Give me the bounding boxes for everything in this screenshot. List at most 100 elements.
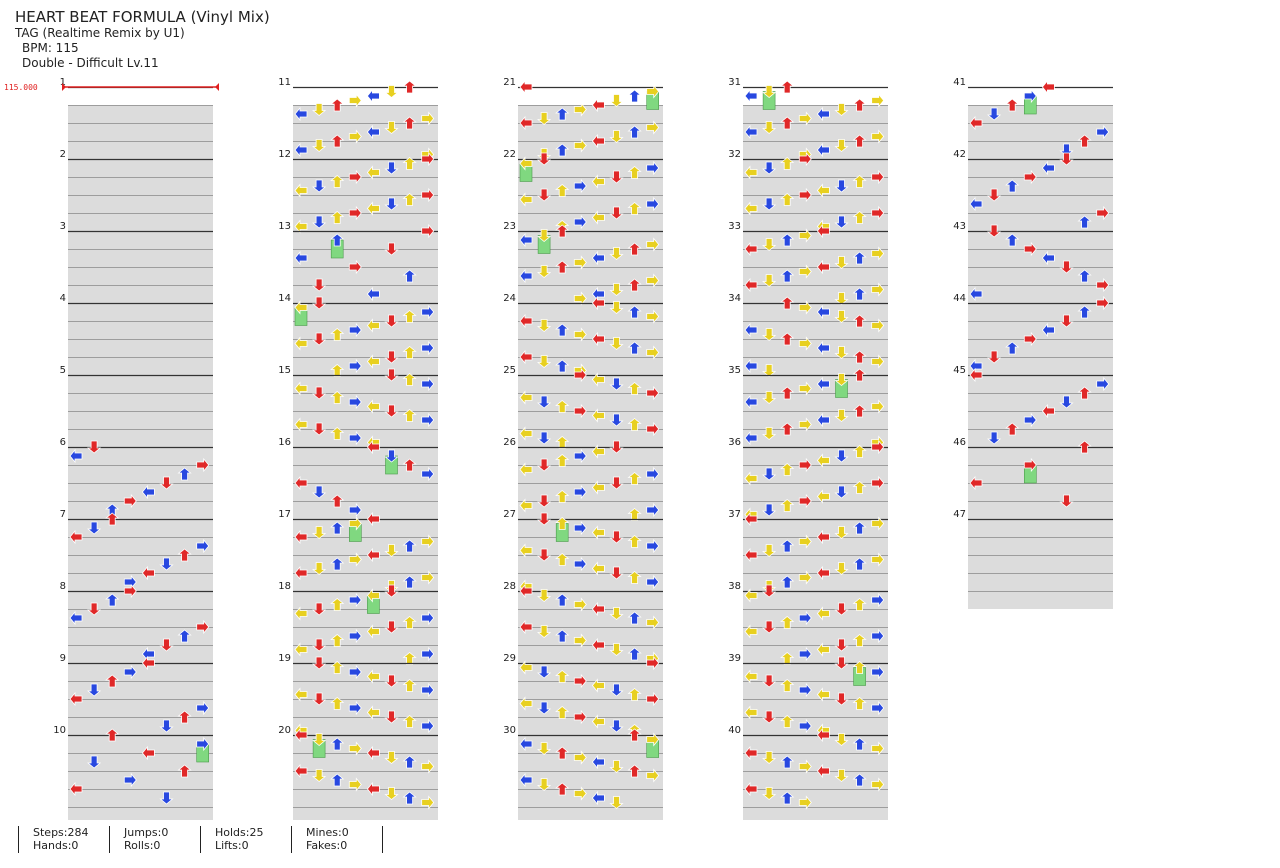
arrow-right-icon bbox=[871, 516, 885, 531]
lane-band bbox=[968, 447, 1113, 465]
arrow-up-icon bbox=[402, 269, 417, 283]
arrow-left-icon bbox=[69, 529, 83, 545]
arrow-down-icon bbox=[311, 386, 327, 400]
lane-band bbox=[518, 141, 663, 159]
arrow-down-icon bbox=[311, 485, 327, 499]
arrow-up-icon bbox=[627, 728, 642, 742]
arrow-down-icon bbox=[159, 719, 174, 733]
measure-number: 35 bbox=[728, 365, 741, 376]
lane-band bbox=[518, 645, 663, 663]
arrow-down-icon bbox=[834, 179, 849, 193]
arrow-right-icon bbox=[421, 795, 435, 810]
lane-band bbox=[743, 267, 888, 285]
arrow-down-icon bbox=[536, 355, 552, 369]
lane-band bbox=[743, 807, 888, 820]
lane-band bbox=[518, 519, 663, 537]
arrow-up-icon bbox=[852, 314, 867, 328]
measure-number: 4 bbox=[60, 293, 66, 304]
arrow-up-icon bbox=[780, 269, 795, 283]
arrow-left-icon bbox=[519, 426, 533, 441]
arrow-down-icon bbox=[609, 247, 624, 261]
lane-band bbox=[743, 447, 888, 465]
arrow-left-icon bbox=[744, 471, 758, 486]
arrow-left-icon bbox=[519, 313, 533, 329]
arrow-right-icon bbox=[573, 178, 587, 194]
arrow-left-icon bbox=[294, 727, 308, 743]
arrow-right-icon bbox=[573, 709, 587, 725]
arrow-left-icon bbox=[1041, 322, 1055, 338]
measure-27: 27 bbox=[503, 509, 663, 609]
arrow-up-icon bbox=[555, 705, 570, 719]
lane-band bbox=[743, 717, 888, 735]
arrow-up-icon bbox=[627, 278, 642, 292]
arrow-down-icon bbox=[384, 121, 399, 135]
lane-band bbox=[518, 213, 663, 231]
lane-band bbox=[518, 789, 663, 807]
lane-band bbox=[743, 483, 888, 501]
arrow-down-icon bbox=[834, 346, 849, 360]
arrow-up-icon bbox=[780, 651, 795, 665]
measure-number: 2 bbox=[60, 149, 66, 160]
stats-col-jumps: Jumps:0 Rolls:0 bbox=[109, 826, 200, 853]
arrow-up-icon bbox=[555, 453, 570, 467]
lane-band bbox=[293, 123, 438, 141]
arrow-right-icon bbox=[871, 592, 885, 608]
lane-band bbox=[293, 411, 438, 429]
mines-count: Mines:0 bbox=[306, 826, 349, 839]
measure-number: 13 bbox=[278, 221, 291, 232]
arrow-up-icon bbox=[1005, 422, 1020, 436]
arrow-right-icon bbox=[1023, 169, 1037, 185]
arrow-right-icon bbox=[798, 336, 812, 351]
arrow-up-icon bbox=[402, 156, 417, 170]
lane-band bbox=[518, 285, 663, 303]
arrow-up-icon bbox=[330, 210, 345, 224]
lane-band bbox=[743, 411, 888, 429]
arrow-up-icon bbox=[627, 242, 642, 256]
lane-band bbox=[968, 591, 1113, 609]
lane-band bbox=[518, 465, 663, 483]
arrow-left-icon bbox=[816, 529, 830, 545]
arrow-up-icon bbox=[1077, 440, 1092, 454]
lane-band bbox=[68, 699, 213, 717]
lane-band bbox=[293, 285, 438, 303]
lane-band bbox=[518, 537, 663, 555]
measure-number: 29 bbox=[503, 653, 516, 664]
arrow-down-icon bbox=[536, 229, 552, 243]
arrow-left-icon bbox=[816, 687, 830, 702]
arrow-down-icon bbox=[159, 476, 174, 490]
arrow-right-icon bbox=[798, 759, 812, 774]
lane-band bbox=[518, 159, 663, 177]
arrow-down-icon bbox=[86, 602, 102, 616]
arrow-up-icon bbox=[852, 737, 867, 751]
arrow-left-icon bbox=[141, 655, 155, 671]
lane-band bbox=[518, 357, 663, 375]
measure-6: 6 bbox=[60, 437, 213, 537]
arrow-down-icon bbox=[834, 769, 849, 783]
arrow-left-icon bbox=[744, 394, 758, 410]
arrow-up-icon bbox=[555, 260, 570, 274]
measure-37: 37 bbox=[728, 509, 888, 609]
arrow-right-icon bbox=[646, 538, 660, 554]
arrow-down-icon bbox=[536, 494, 552, 508]
arrow-right-icon bbox=[421, 340, 435, 356]
arrow-left-icon bbox=[366, 318, 380, 333]
arrow-up-icon bbox=[852, 350, 867, 364]
arrow-left-icon bbox=[519, 268, 533, 284]
arrow-down-icon bbox=[761, 161, 777, 175]
arrow-left-icon bbox=[519, 772, 533, 788]
arrow-right-icon bbox=[421, 610, 435, 626]
arrow-left-icon bbox=[294, 142, 308, 158]
measure-number: 12 bbox=[278, 149, 291, 160]
measure-18: 18 bbox=[278, 581, 438, 681]
arrow-down-icon bbox=[834, 409, 849, 423]
lane-band bbox=[68, 447, 213, 465]
arrow-right-icon bbox=[646, 691, 660, 707]
measure-number: 19 bbox=[278, 653, 291, 664]
arrow-up-icon bbox=[852, 696, 867, 710]
measure-38: 38 bbox=[728, 581, 888, 681]
arrow-left-icon bbox=[366, 399, 380, 414]
measure-5: 5 bbox=[60, 365, 213, 465]
lane-band bbox=[293, 159, 438, 177]
arrow-right-icon bbox=[573, 750, 587, 765]
arrow-right-icon bbox=[573, 448, 587, 464]
